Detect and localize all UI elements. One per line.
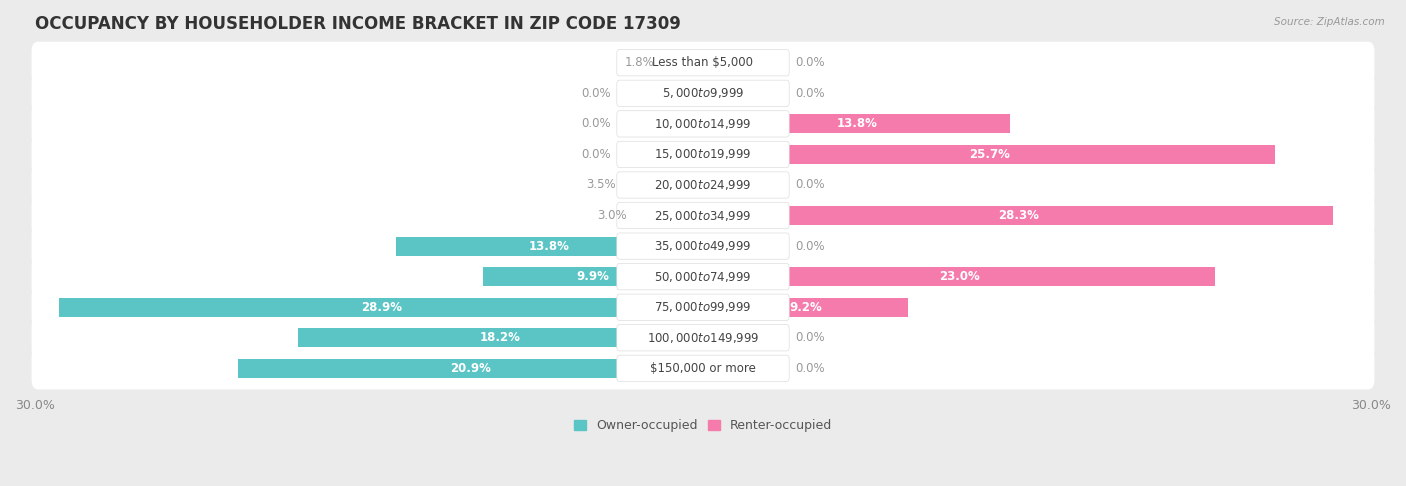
Text: 9.2%: 9.2% <box>789 301 823 314</box>
FancyBboxPatch shape <box>617 50 789 76</box>
Text: 1.8%: 1.8% <box>624 56 654 69</box>
Text: 0.0%: 0.0% <box>796 331 825 344</box>
Text: 28.3%: 28.3% <box>998 209 1039 222</box>
Bar <box>482 267 703 286</box>
Bar <box>395 237 703 256</box>
Text: $15,000 to $19,999: $15,000 to $19,999 <box>654 147 752 161</box>
FancyBboxPatch shape <box>31 72 1375 114</box>
FancyBboxPatch shape <box>31 347 1375 389</box>
Text: 23.0%: 23.0% <box>939 270 980 283</box>
Text: 0.0%: 0.0% <box>581 148 610 161</box>
FancyBboxPatch shape <box>31 164 1375 206</box>
Text: Source: ZipAtlas.com: Source: ZipAtlas.com <box>1274 17 1385 27</box>
Bar <box>59 298 703 317</box>
FancyBboxPatch shape <box>31 286 1375 329</box>
Bar <box>703 206 1333 225</box>
FancyBboxPatch shape <box>31 317 1375 359</box>
FancyBboxPatch shape <box>31 194 1375 237</box>
Text: 25.7%: 25.7% <box>969 148 1010 161</box>
Text: $35,000 to $49,999: $35,000 to $49,999 <box>654 239 752 253</box>
Text: 0.0%: 0.0% <box>796 240 825 253</box>
Bar <box>703 267 1215 286</box>
Bar <box>298 329 703 347</box>
Bar <box>703 298 908 317</box>
FancyBboxPatch shape <box>617 263 789 290</box>
Text: 20.9%: 20.9% <box>450 362 491 375</box>
Text: 9.9%: 9.9% <box>576 270 609 283</box>
FancyBboxPatch shape <box>31 133 1375 175</box>
FancyBboxPatch shape <box>617 355 789 382</box>
FancyBboxPatch shape <box>617 325 789 351</box>
Text: 18.2%: 18.2% <box>479 331 520 344</box>
Text: OCCUPANCY BY HOUSEHOLDER INCOME BRACKET IN ZIP CODE 17309: OCCUPANCY BY HOUSEHOLDER INCOME BRACKET … <box>35 15 681 33</box>
Text: $25,000 to $34,999: $25,000 to $34,999 <box>654 208 752 223</box>
Text: 0.0%: 0.0% <box>796 362 825 375</box>
Bar <box>238 359 703 378</box>
FancyBboxPatch shape <box>31 225 1375 267</box>
Bar <box>662 53 703 72</box>
Bar <box>703 114 1011 133</box>
Bar <box>636 206 703 225</box>
Text: $50,000 to $74,999: $50,000 to $74,999 <box>654 270 752 284</box>
FancyBboxPatch shape <box>617 202 789 229</box>
Text: 0.0%: 0.0% <box>796 178 825 191</box>
Text: 0.0%: 0.0% <box>581 118 610 130</box>
Text: $20,000 to $24,999: $20,000 to $24,999 <box>654 178 752 192</box>
Text: 0.0%: 0.0% <box>581 87 610 100</box>
Text: $150,000 or more: $150,000 or more <box>650 362 756 375</box>
Text: 28.9%: 28.9% <box>361 301 402 314</box>
Text: $75,000 to $99,999: $75,000 to $99,999 <box>654 300 752 314</box>
FancyBboxPatch shape <box>617 294 789 320</box>
Text: 13.8%: 13.8% <box>529 240 569 253</box>
FancyBboxPatch shape <box>617 233 789 259</box>
Text: Less than $5,000: Less than $5,000 <box>652 56 754 69</box>
Text: 0.0%: 0.0% <box>796 56 825 69</box>
Text: $10,000 to $14,999: $10,000 to $14,999 <box>654 117 752 131</box>
FancyBboxPatch shape <box>31 42 1375 84</box>
Bar <box>703 145 1275 164</box>
FancyBboxPatch shape <box>31 256 1375 298</box>
Legend: Owner-occupied, Renter-occupied: Owner-occupied, Renter-occupied <box>568 414 838 437</box>
Text: 3.5%: 3.5% <box>586 178 616 191</box>
Text: 3.0%: 3.0% <box>598 209 627 222</box>
FancyBboxPatch shape <box>617 141 789 168</box>
Text: $100,000 to $149,999: $100,000 to $149,999 <box>647 331 759 345</box>
FancyBboxPatch shape <box>31 103 1375 145</box>
Text: $5,000 to $9,999: $5,000 to $9,999 <box>662 87 744 100</box>
FancyBboxPatch shape <box>617 172 789 198</box>
Text: 13.8%: 13.8% <box>837 118 877 130</box>
Bar <box>626 175 703 194</box>
Text: 0.0%: 0.0% <box>796 87 825 100</box>
FancyBboxPatch shape <box>617 80 789 106</box>
FancyBboxPatch shape <box>617 111 789 137</box>
